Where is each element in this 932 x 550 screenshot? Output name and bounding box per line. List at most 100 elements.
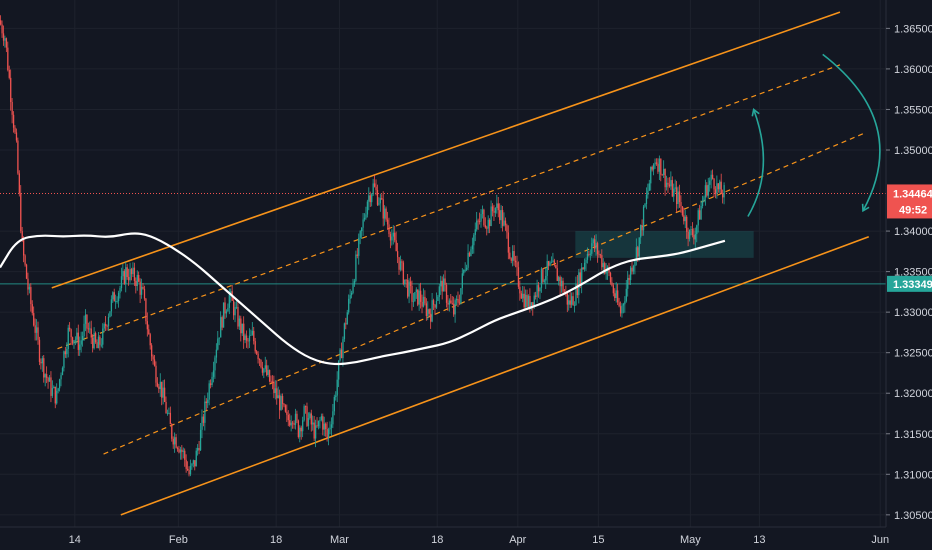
candle-body xyxy=(28,287,31,290)
candle-body xyxy=(594,239,596,249)
candle-body xyxy=(172,438,174,445)
candle-body xyxy=(582,267,584,270)
candle-body xyxy=(719,181,721,190)
y-tick-label: 1.31000 xyxy=(894,469,932,481)
candle-body xyxy=(717,183,720,190)
countdown-label: 49:52 xyxy=(899,204,927,216)
candle-body xyxy=(70,329,72,338)
candle-body xyxy=(116,301,118,302)
candle-body xyxy=(188,470,190,475)
candle-body xyxy=(247,340,249,342)
candle-body xyxy=(625,288,627,302)
candle-body xyxy=(317,420,320,427)
candle-body xyxy=(343,323,346,340)
candle-body xyxy=(418,290,420,305)
candle-body xyxy=(441,280,443,292)
down-curve-arrow xyxy=(822,53,881,212)
candle-body xyxy=(487,219,489,229)
candle-body xyxy=(316,425,318,427)
candle-body xyxy=(18,173,20,194)
candle-body xyxy=(596,243,599,254)
candle-body xyxy=(47,377,49,382)
candle-body xyxy=(573,305,576,306)
candle-body xyxy=(326,429,328,438)
candle-body xyxy=(389,234,392,241)
candle-body xyxy=(522,293,524,299)
candle-body xyxy=(299,427,301,438)
candle-body xyxy=(419,290,422,302)
support-level-label: 1.33349 xyxy=(893,279,932,291)
candle-body xyxy=(396,251,399,258)
candle-body xyxy=(678,191,681,203)
candle-body xyxy=(681,206,684,216)
candle-body xyxy=(617,290,619,303)
candle-body xyxy=(552,260,554,263)
candle-body xyxy=(251,330,254,335)
y-tick-label: 1.32000 xyxy=(894,388,932,400)
candle-body xyxy=(352,284,354,293)
candle-body xyxy=(332,411,334,425)
candle-body xyxy=(527,295,530,307)
candle-body xyxy=(604,263,606,274)
candle-body xyxy=(184,450,186,460)
candle-body xyxy=(273,381,275,394)
y-tick-label: 1.33000 xyxy=(894,307,932,319)
candle-body xyxy=(179,449,182,453)
candle-body xyxy=(149,334,151,346)
candle-body xyxy=(654,162,656,165)
candle-body xyxy=(588,253,590,255)
candle-body xyxy=(233,300,235,316)
candle-body xyxy=(4,38,6,41)
candle-body xyxy=(635,247,638,261)
candle-body xyxy=(162,387,164,398)
candle-body xyxy=(427,309,429,316)
candle-body xyxy=(207,399,209,404)
candle-body xyxy=(115,301,117,302)
candle-body xyxy=(146,321,149,330)
candle-body xyxy=(503,220,505,226)
candle-body xyxy=(691,229,694,236)
candle-body xyxy=(586,253,589,260)
candle-body xyxy=(470,249,472,256)
candle-body xyxy=(310,413,312,425)
candle-body xyxy=(451,302,453,304)
candle-body xyxy=(384,208,386,219)
candle-body xyxy=(615,290,617,299)
price-badges: 1.34464 49:52 1.33349 xyxy=(887,184,932,292)
candle-body xyxy=(113,292,115,302)
candle-body xyxy=(133,267,136,281)
candle-body xyxy=(499,210,501,221)
channel-lines xyxy=(51,11,870,516)
candle-body xyxy=(454,300,456,315)
candle-body xyxy=(35,327,38,333)
candle-body xyxy=(175,437,177,448)
candle-body xyxy=(444,278,446,285)
candle-body xyxy=(471,245,474,250)
candle-body xyxy=(647,190,649,195)
candle-body xyxy=(17,140,19,174)
candle-body xyxy=(631,267,633,272)
candle-body xyxy=(48,377,51,382)
candle-body xyxy=(257,353,259,360)
candle-body xyxy=(287,414,289,421)
support-level-badge xyxy=(887,275,932,292)
candle-body xyxy=(514,260,517,263)
candle-body xyxy=(366,201,369,215)
candle-body xyxy=(435,300,438,308)
candle-body xyxy=(235,307,238,308)
candle-body xyxy=(464,269,466,271)
candle-body xyxy=(319,420,321,421)
candle-body xyxy=(169,412,172,425)
candle-body xyxy=(197,448,199,451)
candle-body xyxy=(348,298,350,313)
candle-body xyxy=(327,429,330,438)
candle-body xyxy=(484,225,487,228)
candle-body xyxy=(84,314,87,324)
candle-body xyxy=(467,252,469,268)
candle-body xyxy=(486,227,488,229)
candle-body xyxy=(69,327,71,330)
candle-body xyxy=(346,312,348,325)
candle-body xyxy=(550,262,553,264)
candle-body xyxy=(5,38,8,48)
